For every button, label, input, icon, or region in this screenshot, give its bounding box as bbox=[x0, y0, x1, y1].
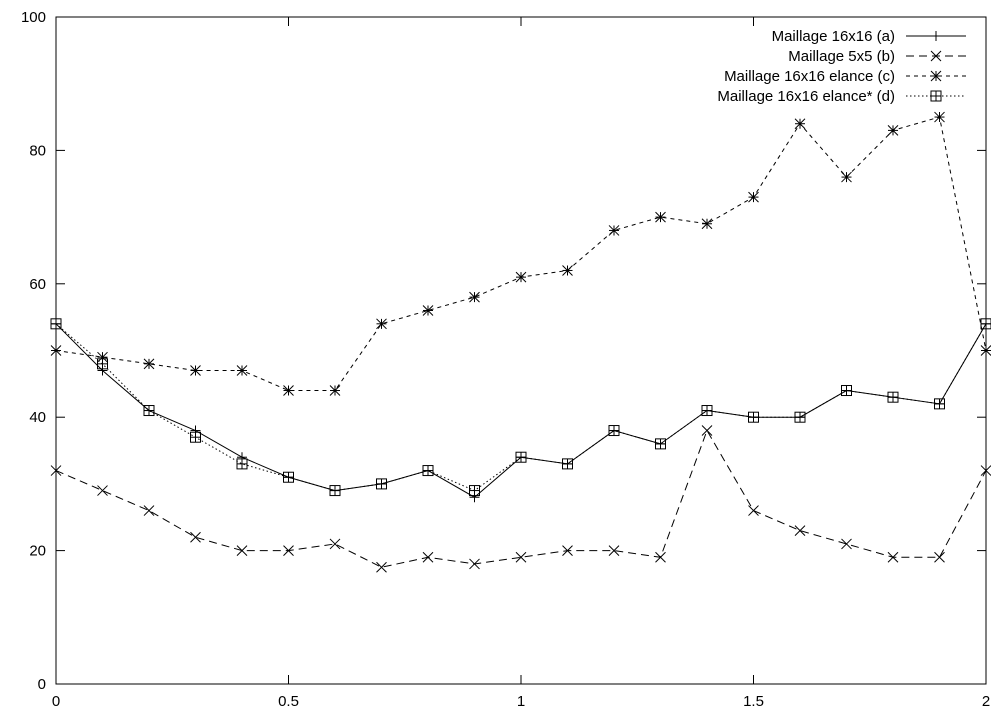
data-point bbox=[562, 265, 573, 276]
data-point bbox=[236, 545, 248, 556]
data-point bbox=[283, 385, 294, 396]
data-point bbox=[934, 551, 945, 563]
data-point bbox=[841, 171, 852, 183]
legend-label: Maillage 16x16 elance (c) bbox=[724, 68, 895, 85]
data-point bbox=[143, 358, 155, 370]
y-tick-label: 40 bbox=[29, 409, 46, 426]
data-point bbox=[608, 425, 620, 437]
series-line bbox=[55, 116, 987, 392]
data-point bbox=[934, 111, 945, 123]
data-point bbox=[515, 451, 527, 463]
series-2 bbox=[50, 425, 991, 573]
data-point bbox=[469, 558, 480, 570]
data-point bbox=[329, 538, 341, 550]
y-tick-label: 0 bbox=[38, 676, 46, 693]
series-4 bbox=[50, 318, 991, 497]
data-point bbox=[469, 291, 480, 303]
series-line bbox=[55, 429, 987, 568]
data-point bbox=[562, 458, 573, 470]
data-point bbox=[562, 545, 573, 556]
series-1 bbox=[51, 318, 991, 503]
legend-entry: Maillage 5x5 (b) bbox=[788, 48, 966, 65]
data-point bbox=[143, 405, 155, 417]
legend: Maillage 16x16 (a) Maillage 5x5 (b) Mailla… bbox=[717, 28, 966, 105]
series-3 bbox=[50, 111, 991, 396]
legend-marker bbox=[930, 70, 942, 82]
data-point bbox=[841, 538, 852, 550]
data-point bbox=[329, 385, 341, 396]
data-point bbox=[236, 365, 248, 376]
legend-marker bbox=[930, 90, 942, 102]
data-point bbox=[608, 545, 620, 556]
data-point bbox=[283, 545, 294, 556]
y-tick-label: 20 bbox=[29, 543, 46, 560]
data-point bbox=[283, 471, 294, 483]
data-point bbox=[97, 358, 108, 370]
legend-entry: Maillage 16x16 (a) bbox=[772, 28, 966, 45]
data-point bbox=[934, 398, 945, 410]
data-point bbox=[422, 465, 434, 477]
data-point bbox=[190, 531, 201, 543]
x-tick-label: 0 bbox=[52, 693, 60, 710]
data-point bbox=[841, 385, 852, 397]
data-point bbox=[190, 365, 201, 376]
data-point bbox=[655, 211, 666, 223]
data-point bbox=[422, 551, 434, 563]
data-point bbox=[608, 225, 620, 236]
series-line bbox=[55, 323, 987, 492]
legend-marker bbox=[931, 31, 941, 41]
data-point bbox=[794, 411, 806, 423]
legend-label: Maillage 16x16 (a) bbox=[772, 28, 895, 45]
data-point bbox=[376, 318, 387, 330]
y-tick-label: 60 bbox=[29, 276, 46, 293]
x-tick-label: 0.5 bbox=[278, 693, 299, 710]
y-tick-label: 80 bbox=[29, 142, 46, 159]
data-point bbox=[143, 505, 155, 516]
data-point bbox=[515, 551, 527, 563]
data-point bbox=[701, 405, 713, 417]
data-point bbox=[655, 551, 666, 563]
data-point bbox=[887, 551, 899, 563]
data-point bbox=[794, 118, 806, 130]
x-tick-label: 1 bbox=[517, 693, 525, 710]
data-point bbox=[329, 485, 341, 497]
data-point bbox=[794, 525, 806, 536]
data-point bbox=[422, 305, 434, 316]
x-tick-label: 1.5 bbox=[743, 693, 764, 710]
data-point bbox=[887, 391, 899, 403]
data-point bbox=[701, 218, 713, 230]
legend-entry: Maillage 16x16 elance (c) bbox=[724, 68, 966, 85]
data-point bbox=[376, 478, 387, 490]
legend-marker bbox=[930, 50, 942, 62]
legend-label: Maillage 16x16 elance* (d) bbox=[717, 88, 895, 105]
y-tick-label: 100 bbox=[21, 9, 46, 26]
data-point bbox=[469, 485, 480, 497]
data-point bbox=[236, 458, 248, 470]
data-point bbox=[701, 425, 713, 436]
series-line bbox=[55, 323, 987, 498]
x-tick-label: 2 bbox=[982, 693, 990, 710]
data-point bbox=[748, 505, 759, 516]
data-point bbox=[515, 271, 527, 283]
plot-frame bbox=[55, 16, 987, 685]
data-point bbox=[97, 485, 108, 496]
series-layer bbox=[50, 111, 991, 573]
data-point bbox=[655, 438, 666, 450]
data-point bbox=[190, 431, 201, 443]
data-point bbox=[887, 125, 899, 136]
legend-label: Maillage 5x5 (b) bbox=[788, 48, 895, 65]
data-point bbox=[748, 411, 759, 423]
data-point bbox=[748, 191, 759, 203]
data-point bbox=[376, 561, 387, 573]
legend-entry: Maillage 16x16 elance* (d) bbox=[717, 88, 966, 105]
